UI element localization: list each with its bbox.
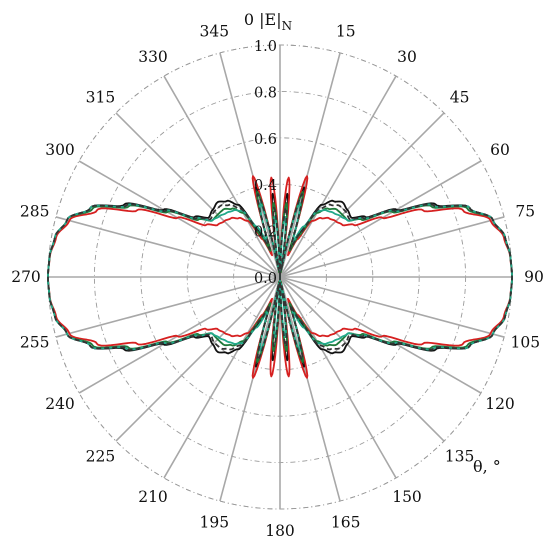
angle-tick-label: 30 (397, 48, 417, 66)
radial-tick-label: 0.4 (254, 178, 277, 194)
polar-grid (47, 44, 513, 510)
radial-tick-label: 0.8 (254, 85, 277, 101)
grid-spoke (55, 216, 281, 278)
grid-spoke (163, 276, 281, 479)
grid-spoke (279, 160, 482, 278)
radial-axis-title-main: 0 |E| (244, 10, 282, 29)
angle-tick-label: 45 (450, 88, 470, 106)
angle-tick-label: 180 (265, 522, 295, 540)
radial-tick-label: 0.6 (254, 132, 277, 148)
theta-axis-title: θ, ° (473, 457, 501, 476)
grid-spoke (279, 276, 505, 338)
radial-axis-title: 0 |E|N (244, 10, 292, 33)
grid-spoke (279, 75, 397, 278)
angle-tick-label: 195 (200, 513, 230, 531)
angle-tick-label: 255 (20, 334, 50, 352)
angle-tick-label: 105 (511, 334, 541, 352)
angle-tick-label: 345 (200, 23, 230, 41)
grid-spoke (279, 52, 341, 278)
angle-tick-label: 285 (20, 202, 50, 220)
series-curve (47, 193, 513, 361)
grid-spoke (78, 276, 281, 394)
angle-tick-label: 315 (86, 88, 116, 106)
angle-tick-label: 150 (392, 488, 422, 506)
angle-tick-label: 330 (138, 48, 168, 66)
angle-tick-label: 75 (515, 202, 535, 220)
grid-spoke (279, 112, 445, 278)
grid-spoke (279, 276, 445, 442)
grid-spoke (163, 75, 281, 278)
radial-tick-label: 0.0 (254, 271, 277, 287)
radial-tick-label: 1.0 (254, 39, 277, 55)
grid-spoke (219, 52, 281, 278)
grid-spoke (115, 276, 281, 442)
angle-tick-label: 15 (336, 23, 356, 41)
grid-spoke (279, 276, 341, 502)
grid-spoke (55, 276, 281, 338)
grid-spoke (279, 276, 397, 479)
angle-tick-label: 135 (445, 448, 475, 466)
radial-tick-label: 0.2 (254, 225, 277, 241)
angle-tick-label: 120 (485, 395, 515, 413)
angle-tick-label: 240 (45, 395, 75, 413)
grid-spoke (279, 216, 505, 278)
grid-spoke (115, 112, 281, 278)
grid-spoke (219, 276, 281, 502)
angle-tick-label: 90 (524, 268, 544, 286)
angle-tick-label: 225 (86, 448, 116, 466)
angle-tick-label: 270 (11, 268, 41, 286)
grid-spoke (279, 276, 482, 394)
radial-axis-title-subscript: N (282, 19, 293, 33)
angle-tick-label: 165 (331, 513, 361, 531)
label-group: 15 30 45 60 75 90 105 120 135 150 165 180 195 210 225 2… (11, 23, 544, 540)
angle-tick-label: 60 (490, 141, 510, 159)
grid-spoke (78, 160, 281, 278)
angle-tick-label: 300 (45, 141, 75, 159)
series-group (47, 175, 513, 379)
angle-tick-label: 210 (138, 488, 168, 506)
